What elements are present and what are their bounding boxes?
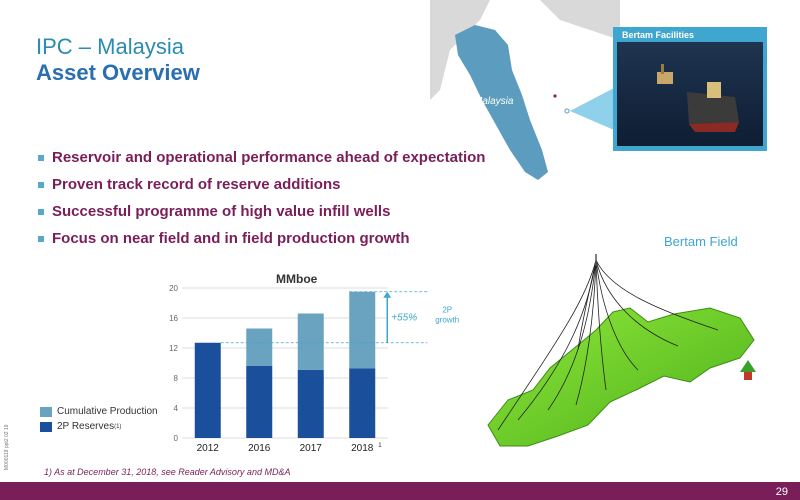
neighbor-land-shape [540,0,620,40]
field-label: Bertam Field [664,234,738,249]
peninsula-shape [455,25,548,180]
page-subtitle: Asset Overview [36,60,200,85]
bertam-location-dot [553,94,557,98]
legend-swatch [40,421,52,432]
bar-segment [349,368,376,438]
bullet-item: Reservoir and operational performance ah… [38,144,485,171]
legend-swatch [40,406,52,417]
growth-label-line1: 2P [442,305,452,314]
bullet-item: Successful programme of high value infil… [38,198,485,225]
y-tick-label: 8 [174,374,179,383]
growth-percent-label: +55% [391,312,417,323]
chart-legend: Cumulative Production 2P Reserves (1) [40,404,158,434]
island-dot [564,108,570,114]
bullet-square-icon [38,181,44,188]
page-number: 29 [775,486,788,498]
bullet-text: Focus on near field and in field product… [52,230,410,247]
footnote: 1) As at December 31, 2018, see Reader A… [44,467,291,477]
x-tick-label: 2017 [300,443,323,454]
photo-card: Bertam Facilities [613,27,767,151]
legend-item-2p-reserves: 2P Reserves (1) [40,419,158,434]
bar-segment [349,291,376,369]
bullet-text: Reservoir and operational performance ah… [52,149,486,166]
chart-title: MMboe [276,272,318,286]
bullet-item: Focus on near field and in field product… [38,225,485,252]
bullet-square-icon [38,154,44,161]
growth-arrow-head [383,291,392,298]
legend-footnote-marker: (1) [114,423,122,430]
bertam-field-3d-render [487,254,756,447]
y-tick-label: 0 [174,434,179,443]
growth-label-line2: growth [435,315,459,324]
reservoir-surface [487,307,755,447]
bullet-list: Reservoir and operational performance ah… [38,144,485,252]
bullet-text: Successful programme of high value infil… [52,203,391,220]
bullet-square-icon [38,208,44,215]
legend-label: Cumulative Production [57,406,158,417]
north-arrow-icon [740,360,756,380]
x-tick-footnote-marker: 1 [378,443,382,449]
legend-label: 2P Reserves [57,421,115,432]
photo-caption: Bertam Facilities [622,30,695,40]
well-trajectories [497,259,719,431]
x-tick-label: 2012 [197,443,220,454]
bar-segment [297,313,324,370]
bullet-text: Proven track record of reserve additions [52,176,341,193]
x-tick-label: 2016 [248,443,271,454]
bar-segment [246,328,273,366]
bar-segment [297,369,324,438]
callout-pointer [570,88,614,130]
legend-item-cumulative-production: Cumulative Production [40,404,158,419]
offshore-platform-photo [617,42,763,146]
y-tick-label: 16 [169,314,178,323]
bullet-square-icon [38,235,44,242]
x-tick-label: 2018 [351,443,374,454]
document-code: M000118 ppt2 02 19 [4,424,10,470]
page-title: IPC – Malaysia [36,34,184,59]
y-tick-label: 12 [169,344,178,353]
bar-segment [194,342,221,438]
y-tick-label: 20 [169,284,178,293]
bar-segment [246,366,273,438]
bullet-item: Proven track record of reserve additions [38,171,485,198]
malaysia-map [430,0,620,180]
map-country-label: Malaysia [474,96,514,107]
y-tick-label: 4 [174,404,179,413]
footer-bar: 29 [0,482,800,500]
